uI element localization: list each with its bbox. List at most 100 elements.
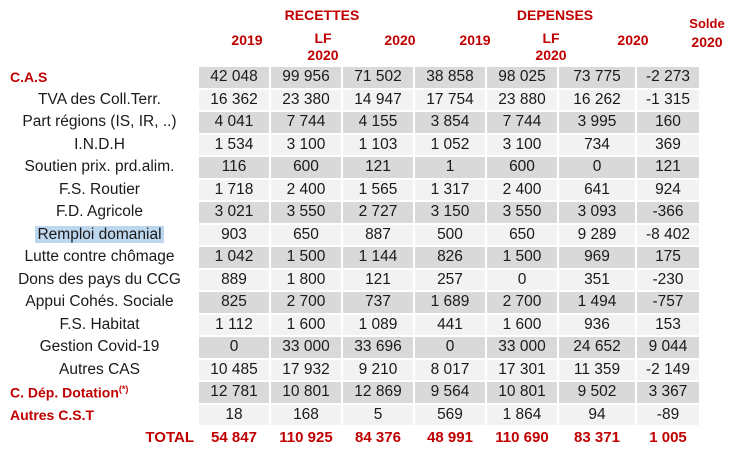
col-header-line2: 2020 [384, 32, 416, 48]
value-cell: 257 [415, 269, 485, 290]
value-cell: 33 696 [343, 337, 413, 358]
value-cell: 168 [271, 404, 341, 425]
col-header-line2: 2020 [535, 47, 567, 63]
row-label: C. Dép. Dotation [10, 384, 119, 401]
value-cell: 887 [343, 224, 413, 245]
value-cell: 600 [487, 157, 557, 178]
row-label-cell: TVA des Coll.Terr. [2, 90, 197, 111]
table-row: TVA des Coll.Terr. 16 362 23 380 14 947 17 7… [2, 89, 699, 111]
col-header-rec-2019: 2019 [212, 30, 282, 49]
value-cell: 16 362 [199, 89, 269, 110]
value-cell: 3 093 [559, 202, 635, 223]
table-row: Remploi domanial 903 650 887 500 650 9 289 -8 4… [2, 224, 699, 245]
solde-cell: 3 367 [637, 382, 699, 403]
row-label-cell: F.D. Agricole [2, 202, 197, 223]
value-cell: 1 565 [343, 179, 413, 200]
value-cell: 10 485 [199, 359, 269, 380]
row-label: Lutte contre chômage [24, 248, 175, 266]
value-cell: 7 744 [271, 112, 341, 133]
value-cell: 3 854 [415, 112, 485, 133]
table-row: C.A.S 42 048 99 956 71 502 38 858 98 025 73 77… [2, 67, 699, 88]
value-cell: 42 048 [199, 67, 269, 88]
solde-cell: -2 149 [637, 359, 699, 380]
value-cell: 9 564 [415, 382, 485, 403]
col-header-dep-lf2020: LF 2020 [516, 30, 586, 64]
value-cell: 17 754 [415, 89, 485, 110]
value-cell: 1 052 [415, 134, 485, 155]
row-label-cell: Gestion Covid-19 [2, 337, 197, 358]
value-cell: 3 550 [271, 202, 341, 223]
value-cell: 0 [487, 269, 557, 290]
value-cell: 10 801 [487, 382, 557, 403]
footnote-marker: (*) [118, 383, 129, 394]
solde-cell: -1 315 [637, 89, 699, 110]
solde-cell: -89 [637, 404, 699, 425]
col-header-line2: 2019 [459, 32, 491, 48]
value-cell: 2 700 [271, 292, 341, 313]
header-solde-year: 2020 [691, 34, 723, 50]
table-row: Gestion Covid-19 0 33 000 33 696 0 33 000 24 6… [2, 337, 699, 358]
value-cell: 1 103 [343, 134, 413, 155]
value-cell: 1 042 [199, 247, 269, 268]
value-cell: 9 289 [559, 224, 635, 245]
value-cell: 500 [415, 224, 485, 245]
value-cell: 3 100 [271, 134, 341, 155]
value-cell: 1 500 [271, 247, 341, 268]
row-label-cell: TOTAL [2, 427, 197, 448]
value-cell: 33 000 [487, 337, 557, 358]
value-cell: 83 371 [559, 427, 635, 448]
value-cell: 121 [343, 269, 413, 290]
solde-cell: 175 [637, 247, 699, 268]
value-cell: 1 800 [271, 269, 341, 290]
value-cell: 3 995 [559, 112, 635, 133]
value-cell: 10 801 [271, 382, 341, 403]
value-cell: 441 [415, 314, 485, 335]
row-label-cell: C.A.S [2, 67, 197, 88]
value-cell: 16 262 [559, 89, 635, 110]
value-cell: 8 017 [415, 359, 485, 380]
value-cell: 12 781 [199, 382, 269, 403]
value-cell: 936 [559, 314, 635, 335]
row-label-cell: Autres CAS [2, 360, 197, 381]
value-cell: 1 718 [199, 179, 269, 200]
solde-cell: 160 [637, 112, 699, 133]
solde-cell: 121 [637, 157, 699, 178]
value-cell: 569 [415, 404, 485, 425]
value-cell: 1 317 [415, 179, 485, 200]
value-cell: 98 025 [487, 67, 557, 88]
value-cell: 48 991 [415, 427, 485, 448]
row-label: Dons des pays du CCG [18, 270, 181, 288]
value-cell: 18 [199, 404, 269, 425]
col-header-rec-2020: 2020 [365, 30, 435, 49]
row-label: Appui Cohés. Sociale [25, 293, 174, 311]
row-label-cell: Autres C.S.T [2, 405, 197, 426]
value-cell: 11 359 [559, 359, 635, 380]
value-cell: 826 [415, 247, 485, 268]
value-cell: 2 727 [343, 202, 413, 223]
value-cell: 3 550 [487, 202, 557, 223]
value-cell: 23 380 [271, 89, 341, 110]
header-recettes: RECETTES [284, 7, 360, 23]
solde-cell: -8 402 [637, 224, 699, 245]
solde-cell: 153 [637, 314, 699, 335]
header-depenses: DEPENSES [516, 7, 594, 23]
row-label-cell: Appui Cohés. Sociale [2, 292, 197, 313]
value-cell: 1 144 [343, 247, 413, 268]
value-cell: 2 700 [487, 292, 557, 313]
value-cell: 1 089 [343, 314, 413, 335]
col-header-line2: 2019 [231, 32, 263, 48]
value-cell: 1 494 [559, 292, 635, 313]
col-header-rec-lf2020: LF 2020 [288, 30, 358, 64]
value-cell: 7 744 [487, 112, 557, 133]
value-cell: 121 [343, 157, 413, 178]
col-header-dep-2020: 2020 [598, 30, 668, 49]
value-cell: 24 652 [559, 337, 635, 358]
row-label: Part régions (IS, IR, ..) [22, 113, 177, 131]
value-cell: 9 502 [559, 382, 635, 403]
col-header-line1: LF [314, 30, 332, 46]
row-label-cell: Part régions (IS, IR, ..) [2, 112, 197, 133]
table-row: Part régions (IS, IR, ..) 4 041 7 744 4 155… [2, 112, 699, 133]
value-cell: 0 [199, 337, 269, 358]
row-label: F.S. Routier [59, 180, 140, 198]
row-label: Soutien prix. prd.alim. [24, 158, 175, 176]
